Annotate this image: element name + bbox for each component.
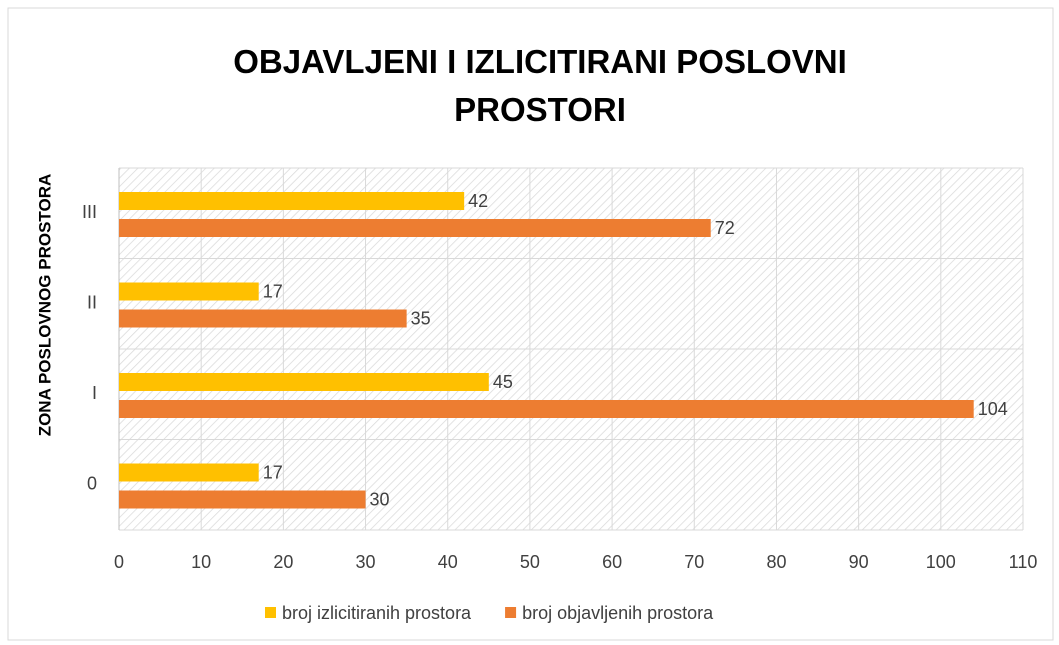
x-tick-label: 50 xyxy=(520,552,540,572)
data-label: 35 xyxy=(411,308,431,328)
bar xyxy=(119,309,407,328)
x-tick-label: 40 xyxy=(438,552,458,572)
data-label: 45 xyxy=(493,372,513,392)
data-label: 104 xyxy=(978,399,1008,419)
x-tick-label: 0 xyxy=(114,552,124,572)
y-tick-label: III xyxy=(82,202,97,222)
x-tick-label: 110 xyxy=(1009,552,1038,572)
y-tick-label: I xyxy=(92,383,97,403)
data-label: 30 xyxy=(370,489,390,509)
bar xyxy=(119,282,259,301)
data-label: 42 xyxy=(468,191,488,211)
data-label: 17 xyxy=(263,462,283,482)
x-tick-label: 70 xyxy=(684,552,704,572)
y-axis-label: ZONA POSLOVNOG PROSTORA xyxy=(35,174,54,437)
bar xyxy=(119,219,711,237)
data-label: 17 xyxy=(263,281,283,301)
data-label: 72 xyxy=(715,218,735,238)
legend-label: broj izlicitiranih prostora xyxy=(282,603,472,623)
legend-label: broj objavljenih prostora xyxy=(522,603,714,623)
y-tick-label: 0 xyxy=(87,474,97,494)
bar xyxy=(119,192,465,210)
y-tick-label: II xyxy=(87,293,97,313)
x-tick-label: 20 xyxy=(273,552,293,572)
x-tick-label: 30 xyxy=(356,552,376,572)
chart-border xyxy=(7,7,1054,641)
x-tick-label: 90 xyxy=(849,552,869,572)
x-tick-label: 60 xyxy=(602,552,622,572)
legend-swatch xyxy=(505,607,517,618)
bar xyxy=(119,463,259,482)
legend-swatch xyxy=(265,607,276,618)
bar xyxy=(119,490,366,509)
bar xyxy=(119,400,974,418)
x-tick-label: 100 xyxy=(926,552,956,572)
bar xyxy=(119,373,489,391)
x-tick-label: 10 xyxy=(191,552,211,572)
x-tick-label: 80 xyxy=(766,552,786,572)
chart-title: OBJAVLJENI I IZLICITIRANI POSLOVNI PROST… xyxy=(233,43,847,128)
